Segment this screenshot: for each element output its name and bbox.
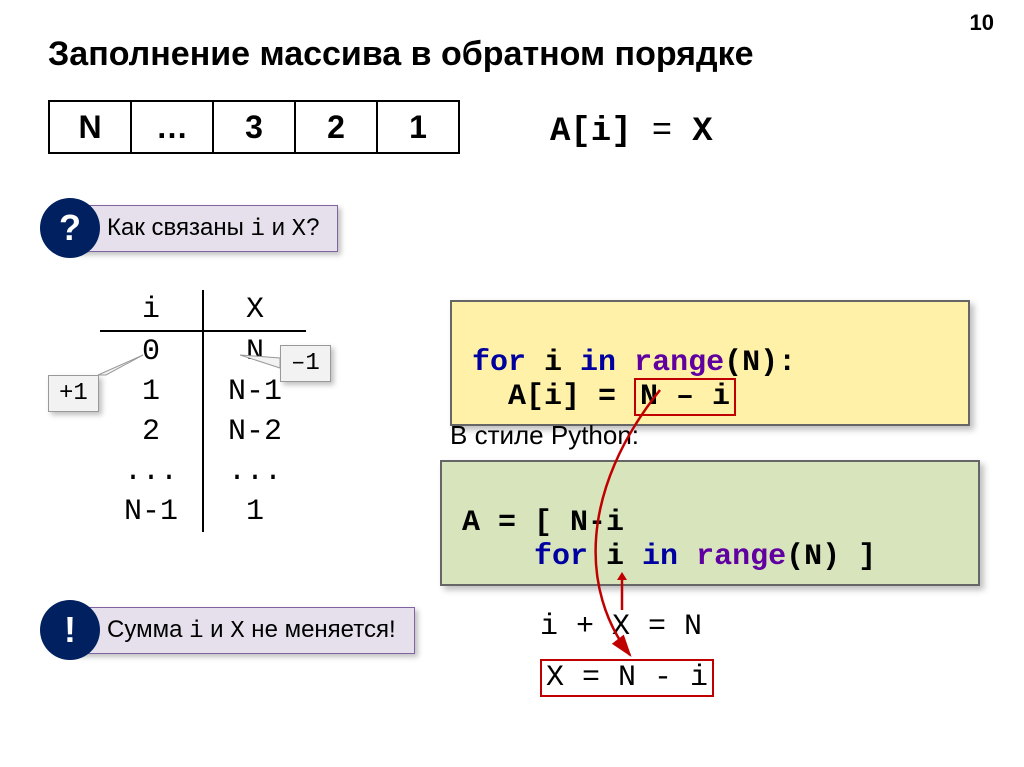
ix-header-x: X	[203, 290, 306, 331]
eq-sign: =	[652, 110, 672, 148]
ix-header-i: i	[100, 290, 203, 331]
code-comprehension: A = [ N-i for i in range(N) ]	[440, 460, 980, 586]
kw-in: in	[642, 540, 678, 574]
kw-range: range	[634, 346, 724, 380]
ex-and: и	[203, 616, 230, 643]
ix-cell: ...	[203, 452, 306, 492]
code2-i: i	[588, 540, 642, 574]
eq2-box: X = N - i	[540, 659, 714, 697]
ix-cell: ...	[100, 452, 203, 492]
ix-cell: 1	[100, 372, 203, 412]
code-n-minus-i-box: N – i	[634, 378, 736, 416]
ix-cell: 2	[100, 412, 203, 452]
code-i: i	[526, 346, 580, 380]
code-sp	[616, 346, 634, 380]
q-x: X	[292, 216, 306, 243]
equations: i + X = N X = N - i	[540, 605, 714, 701]
python-style-label: В стиле Python:	[450, 420, 639, 451]
question-callout: ? Как связаны i и X?	[40, 198, 338, 258]
ix-table: i X 0N 1N-1 2N-2 ...... N-11	[100, 290, 306, 532]
kw-in: in	[580, 346, 616, 380]
array-cell: 1	[376, 100, 460, 154]
code2-line1: A = [ N-i	[462, 506, 624, 540]
ix-header-row: i X	[100, 290, 306, 331]
q-and: и	[265, 214, 292, 241]
ex-i: i	[189, 618, 203, 645]
page-title: Заполнение массива в обратном порядке	[48, 35, 754, 74]
ix-row: 2N-2	[100, 412, 306, 452]
exclaim-text: Сумма i и X не меняется!	[76, 607, 415, 654]
eq1: i + X = N	[540, 605, 714, 650]
ix-cell: N-1	[100, 492, 203, 532]
ex-post: не меняется!	[245, 616, 396, 643]
formula-ai: A[i]	[550, 113, 632, 151]
array-cell: N	[48, 100, 132, 154]
array-cell: 2	[294, 100, 378, 154]
bubble-minus1: –1	[280, 345, 331, 382]
code2-sp	[462, 540, 534, 574]
ex-x: X	[230, 618, 244, 645]
code2-sp2	[678, 540, 696, 574]
ex-pre: Сумма	[107, 616, 189, 643]
ix-row: N-11	[100, 492, 306, 532]
array-row: N … 3 2 1	[48, 100, 460, 154]
exclaim-mark-icon: !	[40, 600, 100, 660]
array-cell: …	[130, 100, 214, 154]
ix-row: ......	[100, 452, 306, 492]
kw-for: for	[472, 346, 526, 380]
question-mark-icon: ?	[40, 198, 100, 258]
q-pre: Как связаны	[107, 214, 251, 241]
ix-row: 0N	[100, 331, 306, 372]
formula-x: X	[692, 113, 712, 151]
bubble-plus1: +1	[48, 375, 99, 412]
array-cell: 3	[212, 100, 296, 154]
question-text: Как связаны i и X?	[76, 205, 338, 252]
kw-range: range	[696, 540, 786, 574]
page-number: 10	[970, 10, 994, 36]
code2-rest: (N) ]	[786, 540, 876, 574]
exclaim-callout: ! Сумма i и X не меняется!	[40, 600, 415, 660]
q-post: ?	[306, 214, 319, 241]
kw-for: for	[534, 540, 588, 574]
ix-cell: 1	[203, 492, 306, 532]
ix-row: 1N-1	[100, 372, 306, 412]
ix-cell: N-2	[203, 412, 306, 452]
code-rest: (N):	[724, 346, 796, 380]
code-loop: for i in range(N): A[i] = N – i	[450, 300, 970, 426]
formula-ai-x: A[i] = X	[550, 110, 713, 151]
q-i: i	[251, 216, 265, 243]
ix-cell: 0	[100, 331, 203, 372]
code-assign: A[i] =	[472, 380, 634, 414]
